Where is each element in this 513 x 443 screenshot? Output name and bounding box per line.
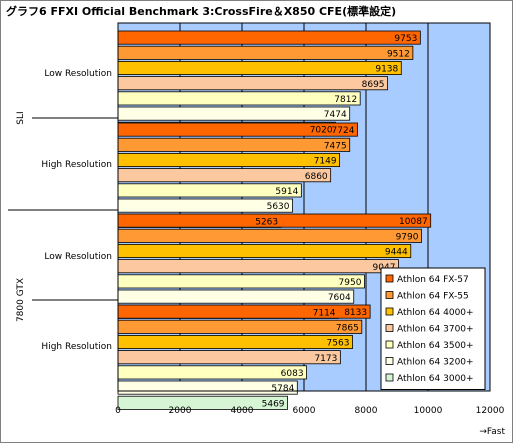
legend-label: Athlon 64 3000+ [397,374,474,384]
data-label: 7950 [339,278,362,288]
legend-swatch [385,291,394,299]
legend-swatch [385,357,394,365]
legend-label: Athlon 64 3500+ [397,341,474,351]
inner-category-label: High Resolution [41,160,112,170]
bar [117,319,363,334]
bar [117,365,307,380]
legend-label: Athlon 64 FX-57 [397,275,469,285]
bar [117,259,399,274]
data-label: 5914 [275,187,298,197]
bar [117,334,353,349]
bar [117,274,365,289]
x-tick-label: 6000 [293,406,316,416]
bar [117,137,351,152]
data-label: 7020 [310,125,333,135]
legend-label: Athlon 64 3200+ [397,358,474,368]
legend-label: Athlon 64 4000+ [397,308,474,318]
data-label: 5630 [267,202,290,212]
category-labels: Low Resolution High Resolution Low Resolut… [8,69,118,352]
bar [117,106,351,121]
outer-category-label: SLI [16,111,26,124]
data-label: 9790 [396,232,419,242]
data-label: 7475 [324,141,347,151]
legend-swatch [385,274,394,283]
bar [117,289,355,304]
x-axis-label: →Fast [479,427,505,437]
data-label: 5263 [255,217,278,227]
inner-category-label: Low Resolution [44,69,112,79]
x-axis-ticks: 0 2000 4000 6000 8000 10000 12000 [115,406,504,416]
x-tick-label: 4000 [231,406,254,416]
bar [117,91,361,106]
bar [117,168,332,183]
legend-box [380,267,486,390]
legend-swatch [385,324,394,332]
data-label: 7865 [336,323,359,333]
data-label: 5784 [271,384,294,394]
data-label: 9138 [375,65,398,75]
data-label: 7563 [327,339,350,349]
bar [117,350,341,365]
legend-label: Athlon 64 FX-55 [397,292,469,302]
bar [117,45,414,60]
data-label: 7604 [328,293,351,303]
bar [117,183,302,198]
x-tick-label: 2000 [169,406,192,416]
bar [117,61,402,76]
data-label: 9753 [394,34,417,44]
data-label: 7149 [314,157,337,167]
bars [117,22,491,410]
bar [117,395,288,410]
data-label: 7474 [324,110,347,120]
x-tick-label: 10000 [414,406,443,416]
data-label: 6083 [281,369,304,379]
legend-swatch [385,307,394,316]
data-label: 7114 [313,308,336,318]
x-tick-label: 0 [115,406,121,416]
inner-category-label: High Resolution [41,342,112,352]
x-tick-label: 12000 [476,406,505,416]
data-label: 7724 [332,126,355,136]
bar [117,30,421,45]
legend-label: Athlon 64 3700+ [397,325,474,335]
data-label: 5469 [262,399,285,409]
legend-swatch [385,373,394,382]
bar [117,76,388,91]
bar [117,228,422,243]
outer-category-label: 7800 GTX [16,278,26,322]
data-label: 10087 [399,217,428,227]
data-label: 6860 [305,172,328,182]
bar [117,152,341,167]
data-label: 8133 [344,308,367,318]
legend: Athlon 64 FX-57 Athlon 64 FX-55 Athlon 64 … [380,267,486,390]
chart-title: グラフ6 FFXI Official Benchmark 3:CrossFire… [6,4,396,18]
data-label: 8695 [362,80,385,90]
x-tick-label: 8000 [355,406,378,416]
data-label: 7812 [334,95,357,105]
data-label: 9512 [387,49,410,59]
inner-category-label: Low Resolution [44,252,112,262]
legend-swatch [385,340,394,349]
data-label: 9444 [385,248,408,258]
plot-border [117,22,491,392]
bar [117,243,412,258]
data-label: 7173 [314,354,337,364]
